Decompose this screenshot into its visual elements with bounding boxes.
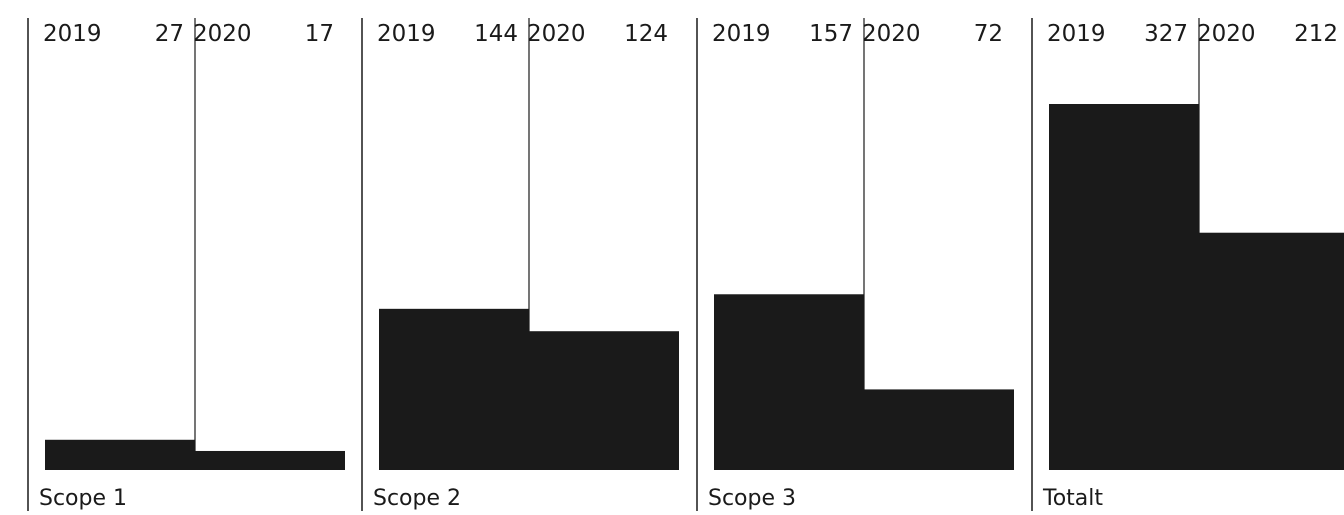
value-label: 157 xyxy=(809,21,853,47)
year-label: 2020 xyxy=(527,21,586,47)
year-label: 2019 xyxy=(43,21,102,47)
year-label: 2019 xyxy=(377,21,436,47)
year-label: 2019 xyxy=(1047,21,1106,47)
bar xyxy=(195,450,345,470)
value-label: 124 xyxy=(624,21,668,47)
group-label: Scope 1 xyxy=(39,486,127,511)
year-label: 2020 xyxy=(1197,21,1256,47)
year-label: 2020 xyxy=(862,21,921,47)
bar xyxy=(1199,232,1344,470)
bar xyxy=(1049,104,1199,470)
value-label: 27 xyxy=(155,21,184,47)
group-label: Totalt xyxy=(1042,486,1103,511)
bar xyxy=(45,439,195,470)
value-label: 17 xyxy=(305,21,334,47)
year-label: 2020 xyxy=(193,21,252,47)
bar xyxy=(714,294,864,470)
value-label: 327 xyxy=(1144,21,1188,47)
bar xyxy=(379,308,529,470)
value-label: 212 xyxy=(1294,21,1338,47)
bar xyxy=(864,389,1014,470)
bar xyxy=(529,331,679,470)
year-label: 2019 xyxy=(712,21,771,47)
value-label: 72 xyxy=(974,21,1003,47)
group-label: Scope 3 xyxy=(708,486,796,511)
group-label: Scope 2 xyxy=(373,486,461,511)
value-label: 144 xyxy=(474,21,518,47)
